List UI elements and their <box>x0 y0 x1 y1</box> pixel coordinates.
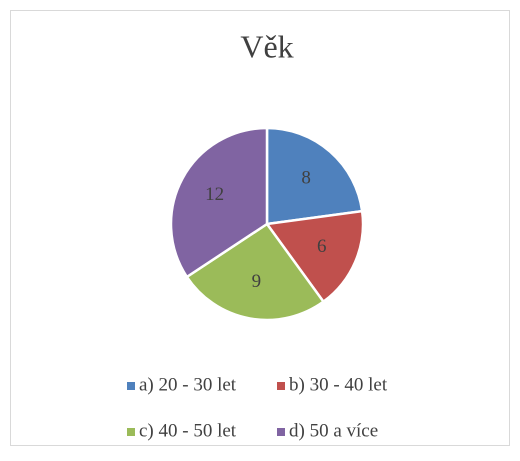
pie-slice <box>185 222 326 322</box>
data-label: 8 <box>301 168 311 189</box>
legend-swatch <box>277 382 285 390</box>
legend-swatch <box>127 382 135 390</box>
legend-label: c) 40 - 50 let <box>139 420 237 441</box>
legend-label: a) 20 - 30 let <box>139 374 237 395</box>
data-label: 9 <box>252 271 262 292</box>
pie-slice <box>169 126 269 279</box>
legend-label: d) 50 a více <box>289 420 378 441</box>
legend-swatch <box>277 428 285 436</box>
chart-title: Věk <box>240 28 293 64</box>
data-label: 6 <box>317 236 327 257</box>
pie-slice <box>264 209 365 304</box>
data-label: 12 <box>205 184 224 205</box>
legend-label: b) 30 - 40 let <box>289 374 388 395</box>
legend-swatch <box>127 428 135 436</box>
pie-slice <box>265 126 364 226</box>
